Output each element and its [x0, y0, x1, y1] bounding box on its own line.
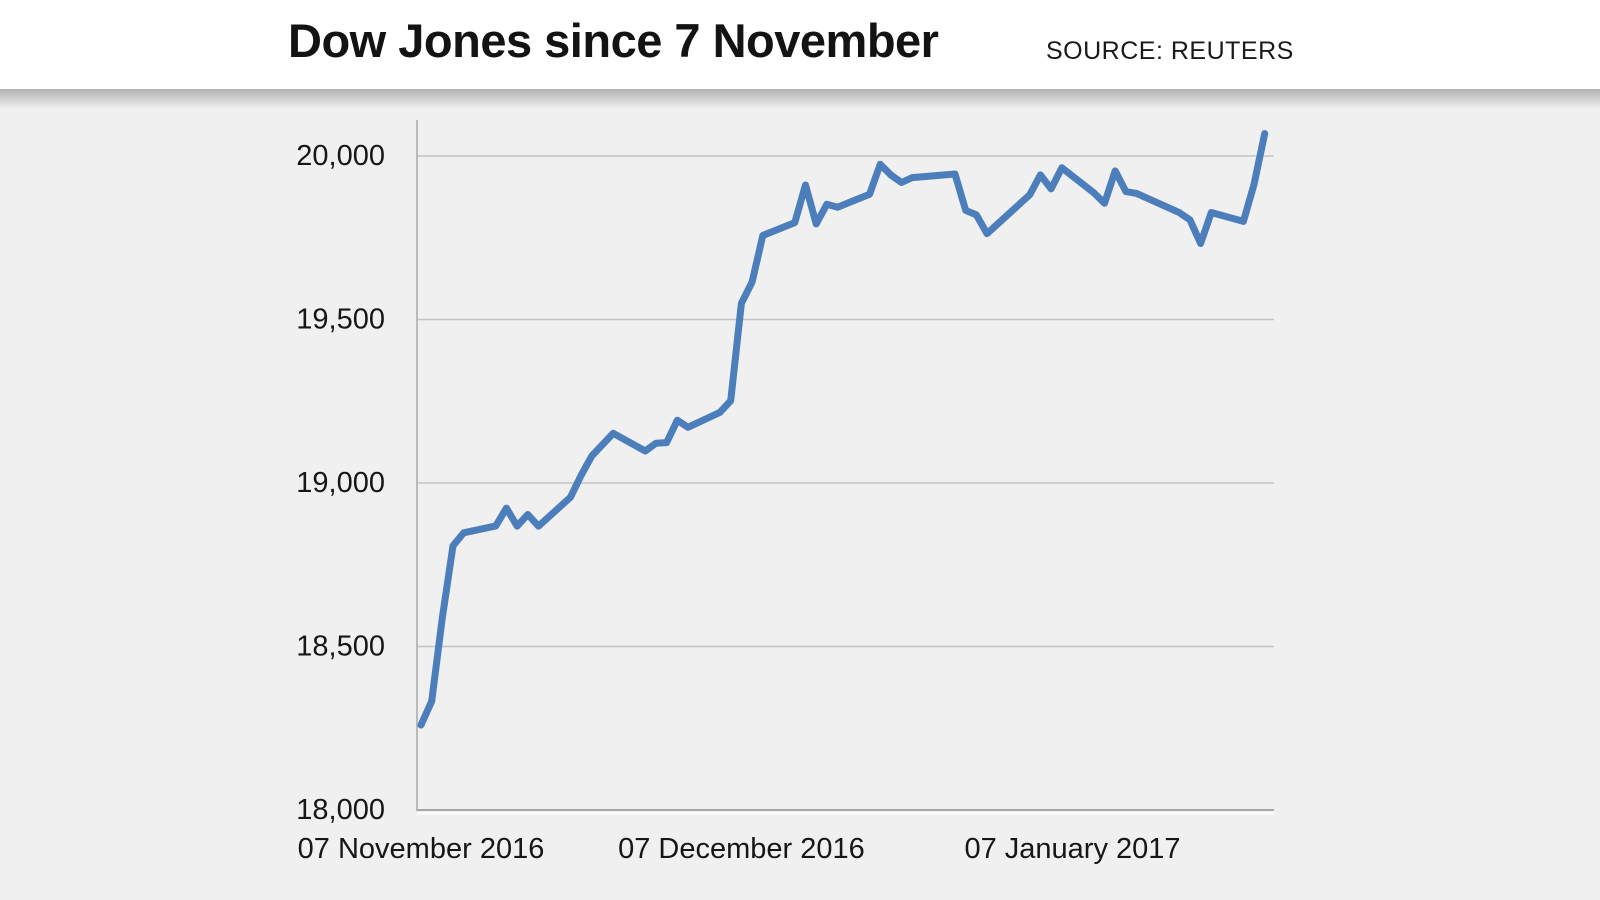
x-axis-tick-label: 07 December 2016 — [618, 833, 865, 865]
y-axis-tick-label: 18,500 — [296, 631, 385, 663]
y-axis-tick-label: 18,000 — [296, 794, 385, 826]
dow-jones-series-line — [417, 130, 1269, 729]
header-bar: Dow Jones since 7 November SOURCE: REUTE… — [0, 0, 1600, 89]
header-drop-shadow — [0, 89, 1600, 109]
x-axis-tick-label: 07 January 2017 — [964, 833, 1180, 865]
x-axis-tick-label: 07 November 2016 — [298, 833, 545, 865]
page-title: Dow Jones since 7 November — [288, 14, 939, 67]
source-attribution: SOURCE: REUTERS — [1046, 37, 1294, 65]
y-axis-tick-label: 19,500 — [296, 304, 385, 336]
y-axis-tick-label: 20,000 — [296, 140, 385, 172]
y-axis-tick-label: 19,000 — [296, 467, 385, 499]
dow-jones-line-chart: 18,000 18,500 19,000 19,500 20,000 07 Novembe… — [296, 120, 1274, 865]
